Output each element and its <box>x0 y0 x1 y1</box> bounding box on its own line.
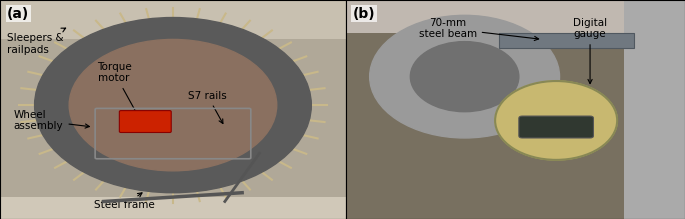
Text: Torque
motor: Torque motor <box>97 62 140 119</box>
Text: 70-mm
steel beam: 70-mm steel beam <box>419 18 538 41</box>
Circle shape <box>495 81 617 160</box>
FancyBboxPatch shape <box>119 111 171 132</box>
Bar <box>624 0 685 219</box>
Circle shape <box>69 39 277 171</box>
FancyBboxPatch shape <box>519 116 593 138</box>
Text: (a): (a) <box>7 7 29 21</box>
Text: Digital
gauge: Digital gauge <box>573 18 607 84</box>
Circle shape <box>370 15 560 138</box>
Text: Steel frame: Steel frame <box>94 193 155 210</box>
Bar <box>0 0 346 39</box>
Circle shape <box>34 18 311 193</box>
Text: S7 rails: S7 rails <box>188 91 227 124</box>
Text: Sleepers &
railpads: Sleepers & railpads <box>7 28 66 55</box>
Circle shape <box>410 42 519 112</box>
Bar <box>499 33 634 48</box>
Text: (b): (b) <box>353 7 375 21</box>
Bar <box>346 0 685 33</box>
Text: Wheel
assembly: Wheel assembly <box>14 110 90 131</box>
Bar <box>0 197 346 219</box>
